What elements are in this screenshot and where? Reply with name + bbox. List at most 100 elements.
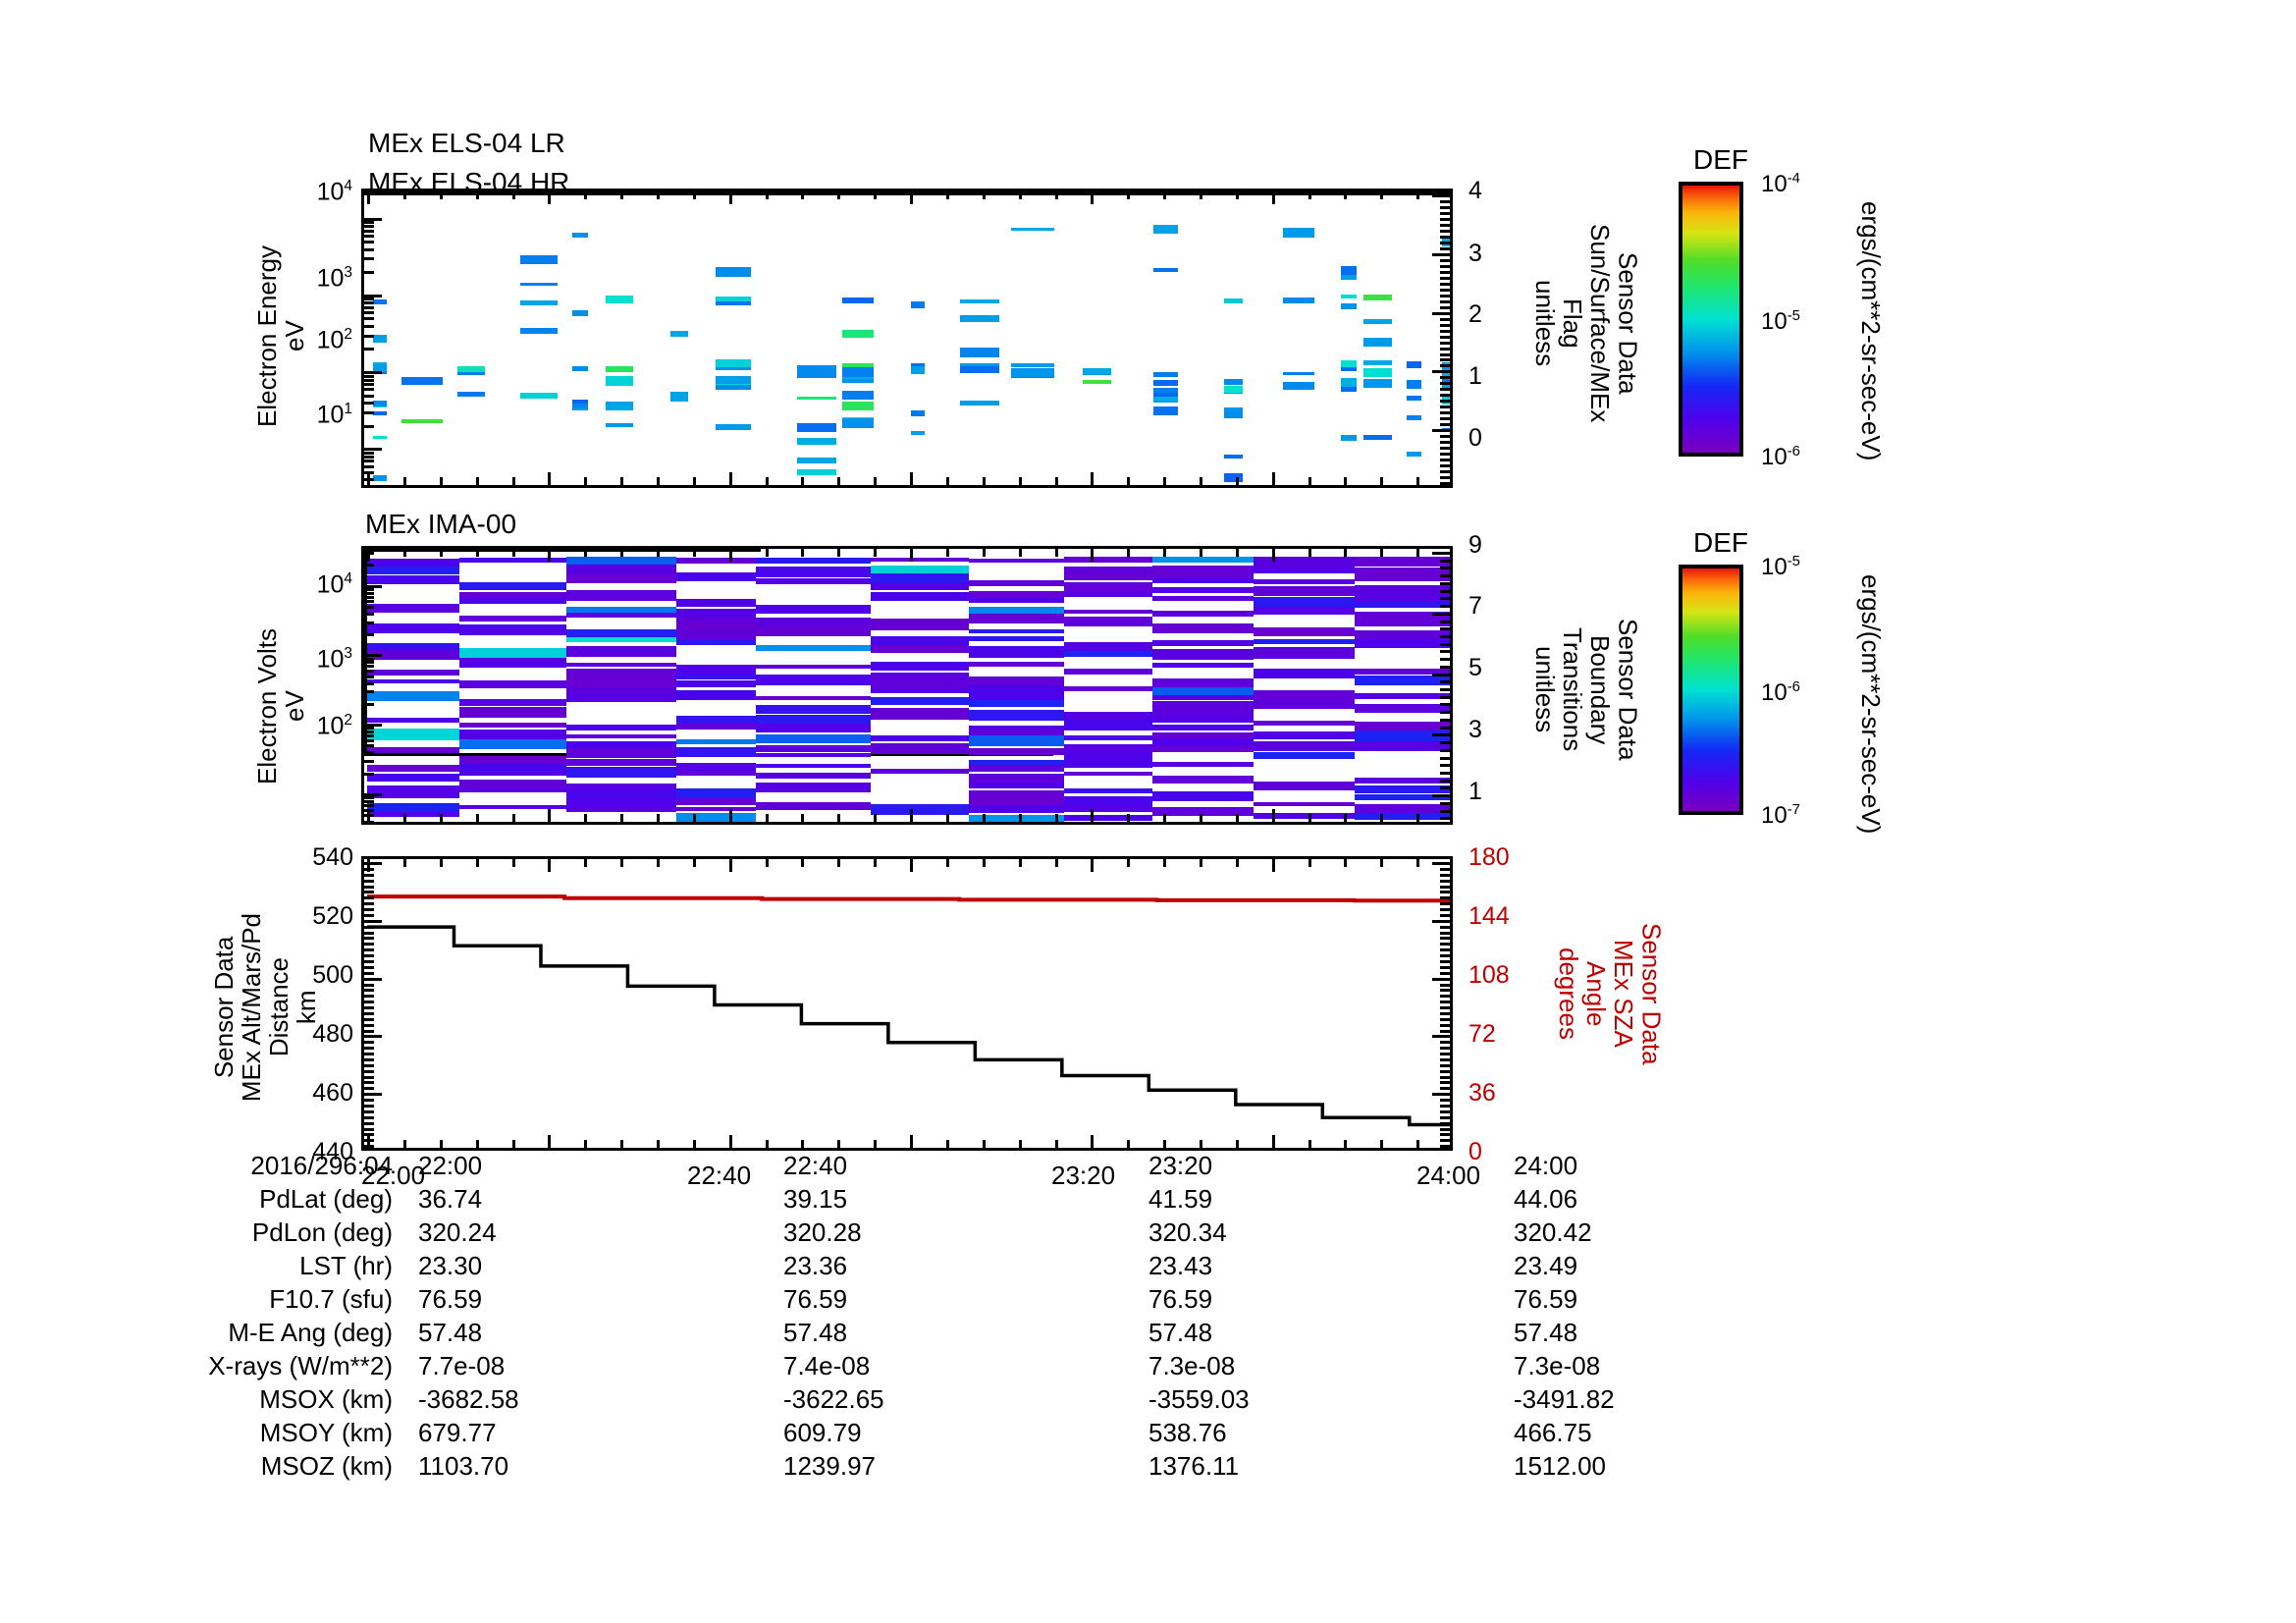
spectrogram-cell (606, 405, 633, 411)
spectrogram-cell (1340, 367, 1358, 372)
x-tick (1199, 549, 1202, 557)
table-cell: 76.59 (418, 1284, 483, 1314)
x-tick (982, 1140, 986, 1148)
y-tick (364, 217, 382, 221)
x-tick (1308, 1140, 1311, 1148)
top-ylabel-right: Sensor Data Sun/Surface/MEx Flag unitless (1530, 224, 1643, 423)
table-row: PdLon (deg) 320.24 320.28 320.34 320.42 (177, 1219, 1615, 1253)
table-cell: 466.75 (1514, 1418, 1592, 1447)
spectrogram-cell (565, 686, 677, 697)
y-tick (1440, 211, 1450, 215)
spectrogram-cell (676, 806, 757, 812)
spectrogram-cell (1354, 793, 1450, 800)
spectrogram-cell (756, 802, 871, 811)
spectrogram-cell (1152, 663, 1254, 668)
bottom-ytick-right-36: 36 (1468, 1079, 1496, 1107)
spectrogram-cell (519, 282, 558, 287)
spectrogram-cell (797, 368, 837, 378)
x-tick (945, 1140, 949, 1148)
spectrogram-cell (1153, 225, 1179, 234)
x-tick (511, 191, 515, 199)
spectrogram-cell (756, 644, 871, 652)
altitude-sza-plot[interactable] (361, 856, 1453, 1151)
spectrogram-cell (870, 573, 969, 585)
table-cell: -3682.58 (418, 1384, 519, 1414)
y-tick (1440, 748, 1450, 752)
spectrogram-cell (606, 295, 633, 303)
spectrogram-cell (756, 714, 871, 727)
spectrogram-cell (1362, 360, 1392, 366)
spectrogram-cell (400, 376, 444, 385)
y-tick (364, 301, 374, 305)
table-cell: 36.74 (418, 1184, 483, 1214)
spectrogram-cell (676, 558, 757, 565)
spectrogram-cell (911, 409, 926, 416)
x-tick (402, 191, 406, 199)
y-tick (364, 311, 374, 315)
x-tick (1199, 191, 1202, 199)
spectrogram-cell (1362, 338, 1392, 347)
x-tick (982, 814, 986, 822)
spectrogram-cell (756, 782, 871, 792)
x-tick (1235, 1140, 1239, 1148)
y-tick (364, 814, 374, 818)
middle-panel-title: MEx IMA-00 (365, 509, 517, 539)
spectrogram-cell (1406, 451, 1422, 457)
x-tick (1127, 477, 1131, 485)
spectrogram-cell (1063, 573, 1153, 580)
y-tick (1440, 574, 1450, 578)
y-tick (1440, 913, 1450, 917)
spectrogram-cell (565, 589, 677, 602)
y-tick (364, 455, 374, 459)
spectrogram-cell (565, 741, 677, 751)
x-tick (1163, 814, 1167, 822)
spectrogram-cell (756, 605, 871, 615)
spectrogram-cell (960, 401, 999, 406)
x-tick (1163, 1140, 1167, 1148)
x-tick (1308, 859, 1311, 867)
table-cell: 39.15 (783, 1184, 848, 1214)
y-tick (364, 734, 374, 737)
spectrogram-cell (1153, 380, 1179, 386)
spectrogram-cell (676, 762, 757, 774)
x-tick (728, 1135, 732, 1148)
y-tick (364, 799, 374, 803)
y-tick (1440, 235, 1450, 239)
y-tick (1440, 323, 1450, 327)
x-tick (910, 859, 913, 872)
spectrogram-cell (1406, 380, 1422, 389)
spectrogram-cell (372, 474, 388, 481)
y-tick (364, 670, 374, 674)
top-spectrogram-plot[interactable] (361, 189, 1453, 488)
spectrogram-cell (911, 300, 926, 309)
y-tick (364, 913, 374, 917)
spectrogram-cell (1063, 815, 1153, 822)
spectrogram-cell (1063, 735, 1153, 741)
spectrogram-cell (841, 363, 874, 371)
y-tick (364, 1023, 374, 1027)
y-tick (1440, 779, 1450, 783)
spectrogram-cell (1253, 801, 1355, 807)
x-tick (1380, 814, 1384, 822)
table-cell: 23.36 (783, 1251, 848, 1280)
y-tick (364, 1109, 374, 1113)
spectrogram-cell (676, 630, 757, 642)
spectrogram-cell (968, 774, 1064, 784)
colorbar-1-label: DEF (1693, 144, 1748, 175)
y-tick (1440, 1006, 1450, 1009)
spectrogram-cell (676, 572, 757, 582)
spectrogram-cell (1354, 668, 1450, 675)
x-tick (728, 472, 732, 485)
x-tick (1344, 859, 1348, 867)
spectrogram-cell (372, 299, 388, 304)
spectrogram-cell (676, 638, 757, 645)
table-cell: 57.48 (1514, 1318, 1578, 1347)
spectrogram-cell (960, 363, 999, 367)
y-tick (364, 943, 374, 947)
spectrogram-cell (367, 728, 459, 740)
spectrogram-cell (606, 365, 633, 373)
middle-spectrogram-plot[interactable] (361, 546, 1453, 825)
spectrogram-cell (676, 608, 757, 619)
spectrogram-cell (1224, 455, 1244, 459)
spectrogram-cell (367, 559, 459, 569)
